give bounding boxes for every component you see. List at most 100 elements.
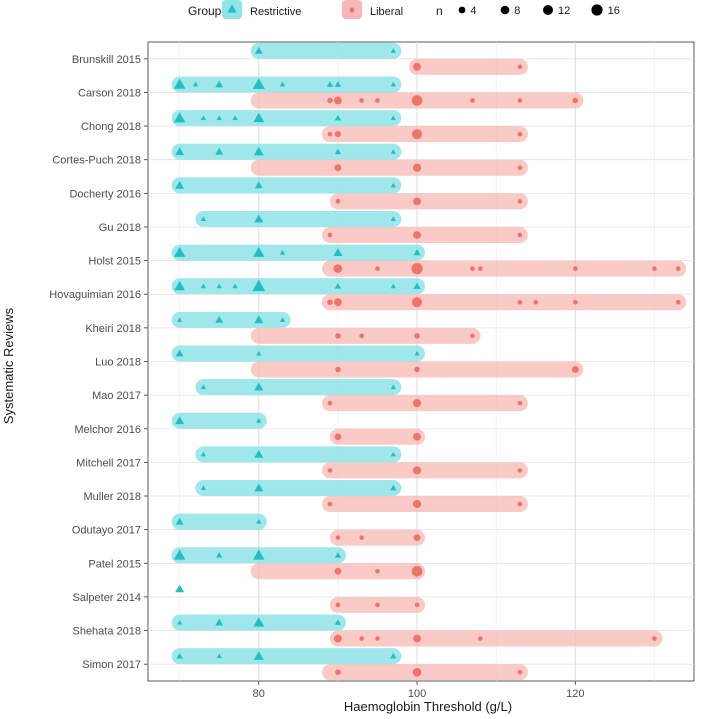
liberal-point — [375, 266, 380, 271]
liberal-point — [335, 366, 341, 373]
restrictive-range-bar — [171, 513, 267, 530]
liberal-point — [413, 634, 421, 643]
liberal-point — [359, 636, 364, 641]
restrictive-point — [175, 147, 185, 156]
restrictive-point — [253, 549, 265, 560]
restrictive-range-bar — [171, 76, 402, 93]
y-tick-label: Simon 2017 — [82, 659, 141, 671]
liberal-point — [572, 97, 579, 104]
liberal-point — [412, 163, 422, 172]
liberal-point — [573, 266, 578, 271]
restrictive-point — [413, 249, 421, 256]
restrictive-point — [215, 618, 224, 626]
restrictive-point — [254, 449, 264, 458]
restrictive-range-bar — [171, 177, 402, 194]
restrictive-range-bar — [195, 480, 402, 497]
y-tick-label: Holst 2015 — [88, 256, 141, 268]
y-tick-label: Cortes-Puch 2018 — [52, 155, 141, 167]
y-tick-label: Patel 2015 — [88, 558, 141, 570]
liberal-point — [414, 366, 420, 373]
restrictive-point — [334, 619, 342, 625]
liberal-point — [335, 333, 341, 339]
legend-size-circle — [458, 6, 466, 14]
liberal-range-bar — [409, 58, 528, 75]
legend-restrictive-key — [227, 4, 237, 13]
liberal-range-bar — [322, 294, 687, 311]
restrictive-point — [390, 81, 396, 87]
liberal-point — [411, 263, 423, 275]
y-tick-label: Melchor 2016 — [74, 424, 141, 436]
y-tick-label: Odutayo 2017 — [72, 525, 141, 537]
liberal-point — [470, 98, 475, 103]
restrictive-point — [279, 81, 286, 87]
liberal-point — [333, 264, 343, 273]
liberal-point — [573, 299, 578, 305]
liberal-range-bar — [329, 529, 426, 546]
liberal-point — [327, 400, 333, 406]
restrictive-point — [173, 246, 186, 257]
x-tick-label: 80 — [253, 688, 265, 700]
liberal-point — [334, 634, 342, 643]
y-tick-labels: Brunskill 2015 Carson 2018 Chong 2018 Corte… — [49, 54, 148, 671]
restrictive-point — [390, 283, 396, 289]
liberal-point — [517, 64, 523, 70]
restrictive-point — [334, 81, 342, 87]
y-tick-label: Mitchell 2017 — [76, 457, 141, 469]
liberal-point — [675, 299, 681, 305]
restrictive-point — [390, 48, 396, 53]
restrictive-point — [215, 315, 224, 323]
legend-restrictive-label: Restrictive — [250, 6, 301, 18]
y-tick-label: Docherty 2016 — [69, 188, 141, 200]
restrictive-point — [254, 214, 264, 223]
restrictive-range-bar — [171, 244, 426, 261]
restrictive-point — [254, 315, 264, 324]
liberal-point — [334, 298, 342, 307]
legend-size-keys: 4 8 12 16 — [458, 4, 620, 17]
y-tick-label: Mao 2017 — [92, 390, 141, 402]
liberal-point — [652, 636, 657, 641]
liberal-point — [412, 466, 422, 475]
liberal-point — [359, 535, 364, 540]
restrictive-point — [173, 549, 186, 560]
liberal-point — [412, 667, 422, 677]
liberal-point — [335, 602, 341, 608]
liberal-point — [517, 400, 523, 406]
restrictive-point — [200, 384, 207, 390]
liberal-point — [533, 299, 539, 305]
liberal-point — [334, 96, 342, 105]
liberal-point — [413, 231, 421, 239]
restrictive-range-bar — [171, 345, 426, 362]
restrictive-point — [390, 216, 396, 221]
restrictive-point — [253, 246, 265, 257]
restrictive-point — [414, 350, 420, 356]
restrictive-range-bar — [171, 143, 402, 160]
liberal-point — [359, 98, 364, 103]
legend-size-circle — [591, 4, 603, 16]
restrictive-point — [192, 81, 199, 87]
restrictive-point — [177, 619, 183, 625]
y-tick-label: Brunskill 2015 — [72, 54, 141, 66]
liberal-range-bar — [322, 395, 528, 412]
restrictive-point — [326, 81, 334, 87]
restrictive-point — [174, 280, 186, 291]
restrictive-point — [334, 148, 342, 155]
liberal-range-bar — [250, 327, 481, 344]
liberal-point — [327, 97, 333, 104]
liberal-point — [327, 131, 333, 137]
liberal-point — [470, 266, 475, 271]
restrictive-point — [390, 149, 396, 154]
restrictive-point — [215, 147, 224, 155]
restrictive-point — [333, 248, 343, 256]
range-bars — [171, 42, 687, 681]
liberal-point — [375, 98, 380, 103]
liberal-point — [335, 199, 341, 204]
liberal-point — [517, 199, 523, 204]
liberal-point — [413, 62, 421, 71]
restrictive-point — [216, 115, 222, 121]
restrictive-point — [253, 112, 265, 123]
restrictive-point — [216, 552, 223, 558]
liberal-point — [414, 333, 420, 339]
liberal-point — [517, 468, 523, 473]
restrictive-range-bar — [171, 278, 426, 295]
